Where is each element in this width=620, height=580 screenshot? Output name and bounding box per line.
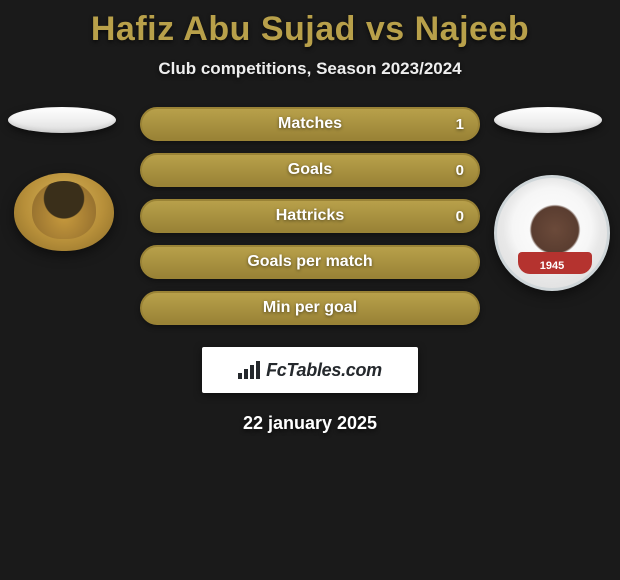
brand-text: FcTables.com [266, 360, 382, 381]
stat-bar: Hattricks 0 [140, 199, 480, 233]
page-title: Hafiz Abu Sujad vs Najeeb [0, 0, 620, 49]
stat-label: Hattricks [276, 207, 344, 225]
stat-value-right: 0 [456, 162, 464, 179]
stat-label: Goals per match [247, 253, 372, 271]
stat-label: Matches [278, 115, 342, 133]
stat-bar: Min per goal [140, 291, 480, 325]
club-logo-left-icon [14, 173, 114, 251]
date-text: 22 january 2025 [0, 413, 620, 434]
stat-bar: Goals 0 [140, 153, 480, 187]
brand-bars-icon [238, 361, 260, 379]
stat-label: Goals [288, 161, 332, 179]
stats-list: Matches 1 Goals 0 Hattricks 0 Goals per match M… [140, 107, 480, 325]
flag-left-icon [8, 107, 116, 133]
stat-bar: Goals per match [140, 245, 480, 279]
flag-right-icon [494, 107, 602, 133]
stat-value-right: 1 [456, 116, 464, 133]
stat-bar: Matches 1 [140, 107, 480, 141]
subtitle: Club competitions, Season 2023/2024 [0, 59, 620, 79]
stat-label: Min per goal [263, 299, 357, 317]
club-right-year: 1945 [517, 260, 587, 272]
brand-badge: FcTables.com [202, 347, 418, 393]
player-right-badges: 1945 [494, 107, 612, 291]
player-left-badges [8, 107, 116, 251]
stat-value-right: 0 [456, 208, 464, 225]
comparison-panel: 1945 Matches 1 Goals 0 Hattricks 0 Goals per m… [0, 107, 620, 434]
club-logo-right-icon: 1945 [494, 175, 610, 291]
